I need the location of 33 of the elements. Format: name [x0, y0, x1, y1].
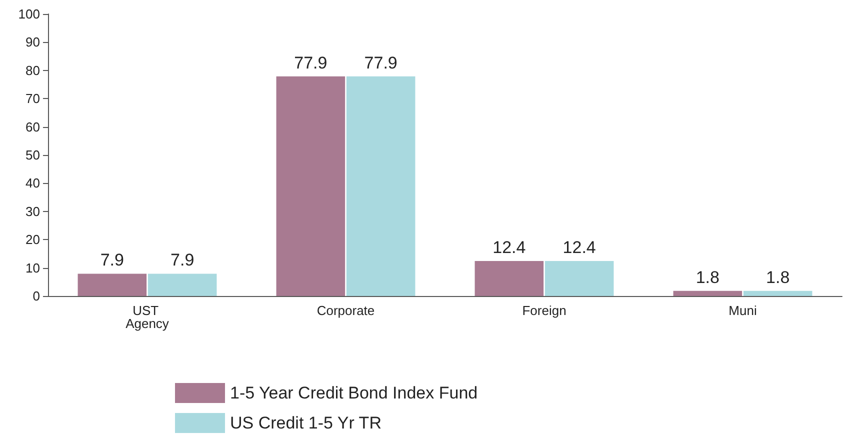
- x-tick-label: Foreign: [522, 303, 566, 318]
- data-label: 77.9: [294, 53, 328, 72]
- bar: [743, 290, 812, 296]
- bar: [148, 274, 217, 296]
- bar: [78, 274, 147, 296]
- data-label: 1.8: [696, 268, 720, 287]
- bar: [673, 290, 742, 296]
- y-tick-label: 30: [26, 204, 40, 219]
- x-tick-label: Muni: [728, 303, 757, 318]
- bar: [276, 76, 346, 296]
- y-tick-label: 70: [26, 91, 40, 106]
- y-tick-label: 90: [26, 34, 40, 50]
- y-tick-label: 10: [26, 260, 40, 276]
- bar: [544, 261, 614, 296]
- data-label: 12.4: [562, 238, 596, 258]
- y-tick-label: 50: [26, 148, 40, 162]
- y-tick-label: 40: [26, 176, 40, 191]
- data-label: 12.4: [492, 238, 526, 258]
- data-label: 77.9: [364, 53, 398, 72]
- y-tick-label: 60: [26, 119, 40, 134]
- y-tick-label: 100: [18, 6, 40, 22]
- data-label: 7.9: [170, 250, 194, 270]
- bar: [474, 261, 544, 296]
- bar: [346, 76, 416, 296]
- legend-label: 1-5 Year Credit Bond Index Fund: [230, 384, 478, 402]
- x-tick-label: UST Agency: [126, 303, 170, 331]
- y-tick-label: 0: [32, 288, 40, 304]
- y-tick-label: 20: [26, 232, 40, 248]
- data-label: 1.8: [766, 268, 790, 287]
- x-tick-label: Corporate: [316, 303, 375, 318]
- data-label: 7.9: [100, 250, 124, 270]
- y-tick-label: 80: [26, 62, 40, 78]
- legend-label: US Credit 1-5 Yr TR: [230, 414, 382, 432]
